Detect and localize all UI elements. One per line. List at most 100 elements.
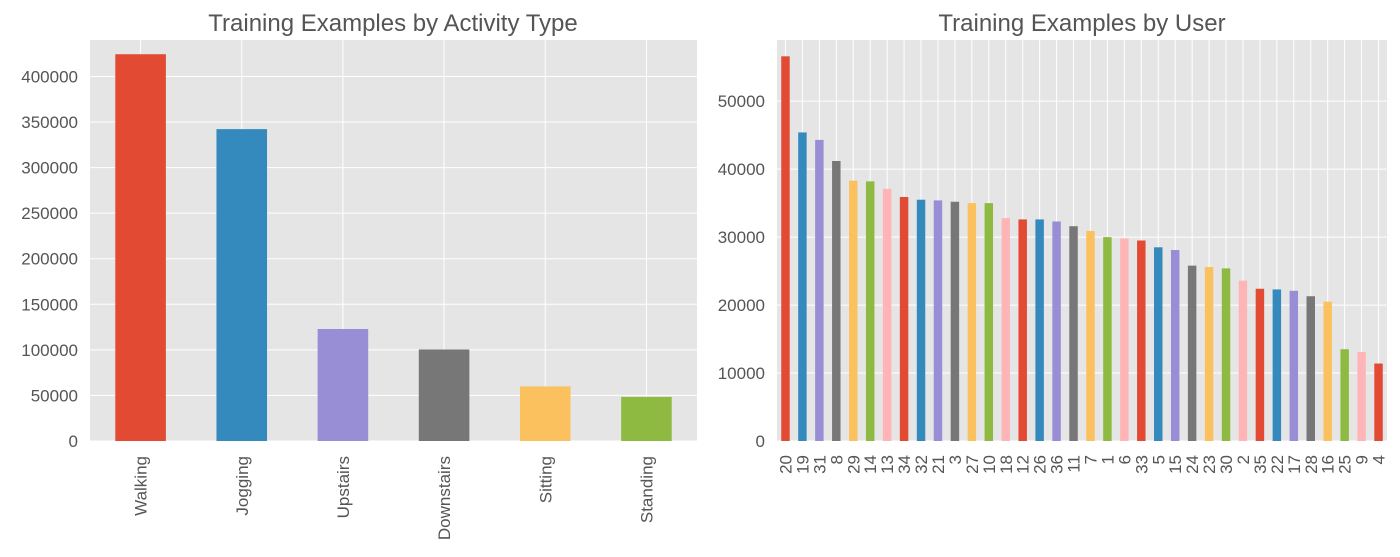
bar: [967, 203, 977, 441]
x-tick-label: 6: [1115, 455, 1134, 464]
y-tick-label: 40000: [718, 160, 765, 179]
y-tick-label: 150000: [21, 295, 78, 314]
x-tick-label: 5: [1149, 455, 1168, 464]
bar: [1306, 296, 1315, 441]
bar: [1340, 349, 1349, 441]
x-tick-label: 9: [1353, 455, 1372, 464]
x-tick-label: 11: [1065, 455, 1084, 473]
user-chart-title: Training Examples by User: [938, 10, 1225, 37]
bar: [317, 328, 369, 441]
x-tick-label: 12: [1014, 455, 1033, 474]
bar: [815, 139, 824, 442]
bar: [798, 132, 807, 441]
user-chart-y-tick-labels: 0 10000 20000 30000 40000 50000: [718, 92, 765, 451]
x-tick-label: 7: [1081, 455, 1100, 464]
x-tick-label: Standing: [637, 456, 656, 523]
x-tick-label: 29: [844, 455, 863, 474]
y-tick-label: 300000: [21, 159, 78, 178]
x-tick-label: 1: [1098, 455, 1117, 464]
bar: [882, 188, 892, 441]
user-chart-x-tick-labels: 2019318291413343221327101812263611716335…: [776, 455, 1388, 474]
bar: [1255, 288, 1265, 441]
x-tick-label: 25: [1336, 455, 1355, 474]
bar: [1154, 247, 1163, 441]
activity-chart: Training Examples by Activity Type 0 5000…: [21, 10, 697, 540]
bar: [1204, 267, 1214, 441]
activity-chart-y-grid: [90, 75, 697, 442]
bar: [1120, 238, 1129, 441]
x-tick-label: 14: [861, 455, 880, 474]
x-tick-label: 30: [1217, 455, 1236, 474]
x-tick-label: 21: [929, 455, 948, 474]
y-tick-label: 50000: [31, 386, 78, 405]
x-tick-label: 16: [1319, 455, 1338, 474]
activity-chart-bars: [115, 54, 672, 442]
bar: [832, 160, 841, 441]
y-tick-label: 0: [69, 432, 78, 451]
bar: [781, 56, 790, 442]
bar: [1221, 268, 1231, 441]
x-tick-label: 17: [1285, 455, 1304, 474]
x-tick-label: 31: [810, 455, 829, 474]
x-tick-label: 35: [1251, 455, 1270, 474]
bar: [1357, 351, 1366, 441]
bar: [216, 129, 268, 442]
y-tick-label: 200000: [21, 250, 78, 269]
y-tick-label: 0: [756, 432, 765, 451]
bar: [1018, 219, 1027, 441]
bar: [418, 349, 470, 441]
y-tick-label: 30000: [718, 228, 765, 247]
activity-chart-title: Training Examples by Activity Type: [208, 10, 578, 37]
activity-chart-x-tick-labels: Walking Jogging Upstairs Downstairs Sitting S…: [132, 456, 657, 540]
bar: [984, 203, 994, 441]
bar: [1001, 218, 1010, 441]
user-chart: Training Examples by User 01000020000300…: [718, 10, 1389, 474]
bar: [1374, 363, 1383, 441]
bar: [865, 181, 875, 441]
x-tick-label: 15: [1166, 455, 1185, 474]
bar: [1069, 226, 1078, 441]
x-tick-label: Upstairs: [334, 456, 353, 518]
y-tick-label: 50000: [718, 92, 765, 111]
bar: [621, 396, 672, 441]
bar: [1103, 237, 1112, 441]
bar: [849, 180, 858, 442]
user-chart-plot-area: [777, 40, 1387, 441]
bar: [519, 386, 571, 441]
x-tick-label: 27: [963, 455, 982, 474]
activity-chart-plot-area: [90, 40, 697, 441]
y-tick-label: 350000: [21, 113, 78, 132]
y-tick-label: 10000: [718, 364, 765, 383]
bar: [1238, 280, 1248, 441]
x-tick-label: 8: [827, 455, 846, 464]
bar: [916, 199, 926, 441]
bar: [950, 201, 960, 441]
x-tick-label: 34: [895, 455, 914, 474]
x-tick-label: 22: [1268, 455, 1287, 474]
x-tick-label: 2: [1234, 455, 1253, 464]
x-tick-label: Downstairs: [435, 456, 454, 540]
bar: [933, 200, 943, 441]
user-chart-bars: [781, 56, 1383, 442]
x-tick-label: 28: [1302, 455, 1321, 474]
bar: [1289, 290, 1299, 441]
x-tick-label: Jogging: [233, 456, 252, 516]
bar: [1323, 301, 1332, 441]
y-tick-label: 250000: [21, 204, 78, 223]
bar: [1187, 265, 1197, 441]
y-tick-label: 400000: [21, 67, 78, 86]
bar: [115, 54, 166, 441]
user-chart-y-grid: [777, 100, 1387, 442]
bar: [899, 197, 909, 441]
x-tick-label: 3: [946, 455, 965, 464]
y-tick-label: 100000: [21, 341, 78, 360]
x-tick-label: 36: [1048, 455, 1067, 474]
x-tick-label: 19: [793, 455, 812, 474]
y-tick-label: 20000: [718, 296, 765, 315]
x-tick-label: 10: [980, 455, 999, 474]
x-tick-label: 32: [912, 455, 931, 474]
x-tick-label: Sitting: [536, 456, 555, 503]
bar: [1272, 289, 1282, 441]
x-tick-label: 18: [997, 455, 1016, 474]
